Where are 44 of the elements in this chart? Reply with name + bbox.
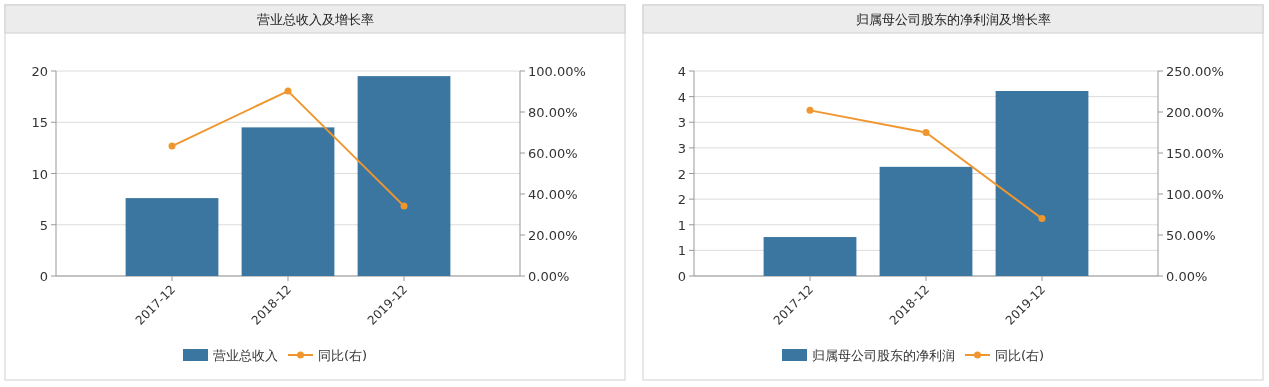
chart-title: 归属母公司股东的净利润及增长率	[855, 12, 1051, 27]
bar	[241, 127, 335, 276]
y2-tick-label: 20.00%	[528, 228, 578, 243]
bar	[995, 90, 1089, 276]
legend-label: 同比(右)	[995, 348, 1045, 363]
y2-tick-label: 40.00%	[528, 187, 578, 202]
y2-tick-label: 100.00%	[1166, 187, 1224, 202]
bar	[879, 166, 973, 276]
point	[922, 129, 930, 136]
y-tick-label: 20	[31, 64, 48, 79]
bar	[763, 237, 857, 276]
y-tick-label: 2	[677, 166, 686, 182]
y-tick-label: 5	[39, 217, 48, 233]
y-tick-label: 10	[31, 166, 48, 182]
y-tick-label: 0	[39, 269, 48, 284]
point	[400, 202, 408, 210]
y2-tick-label: 50.00%	[1166, 228, 1216, 243]
y-tick-label: 1	[677, 243, 686, 259]
point	[168, 142, 176, 150]
legend-label: 归属母公司股东的净利润	[812, 348, 955, 363]
y-tick-label: 0	[677, 269, 686, 284]
y-tick-label: 2	[677, 192, 686, 208]
legend-label: 同比(右)	[318, 348, 368, 363]
y-tick-label: 4	[677, 64, 686, 79]
y-tick-label: 3	[677, 140, 686, 156]
y-tick-label: 4	[677, 89, 686, 105]
y2-tick-label: 200.00%	[1166, 105, 1224, 120]
point	[1038, 215, 1046, 223]
y-tick-label: 3	[677, 115, 686, 131]
point	[806, 106, 814, 114]
point	[284, 87, 292, 95]
y2-tick-label: 100.00%	[528, 64, 586, 79]
y2-tick-label: 60.00%	[528, 146, 578, 161]
y2-tick-label: 0.00%	[1166, 269, 1208, 284]
y-tick-label: 15	[31, 115, 48, 131]
legend-label: 营业总收入	[213, 348, 278, 363]
y2-tick-label: 250.00%	[1166, 64, 1224, 79]
bar	[125, 198, 219, 276]
chart-title: 营业总收入及增长率	[256, 12, 374, 27]
bar	[357, 76, 451, 276]
y-tick-label: 1	[677, 217, 686, 233]
y2-tick-label: 150.00%	[1166, 146, 1224, 161]
y2-tick-label: 0.00%	[528, 269, 570, 284]
y2-tick-label: 80.00%	[528, 105, 578, 120]
